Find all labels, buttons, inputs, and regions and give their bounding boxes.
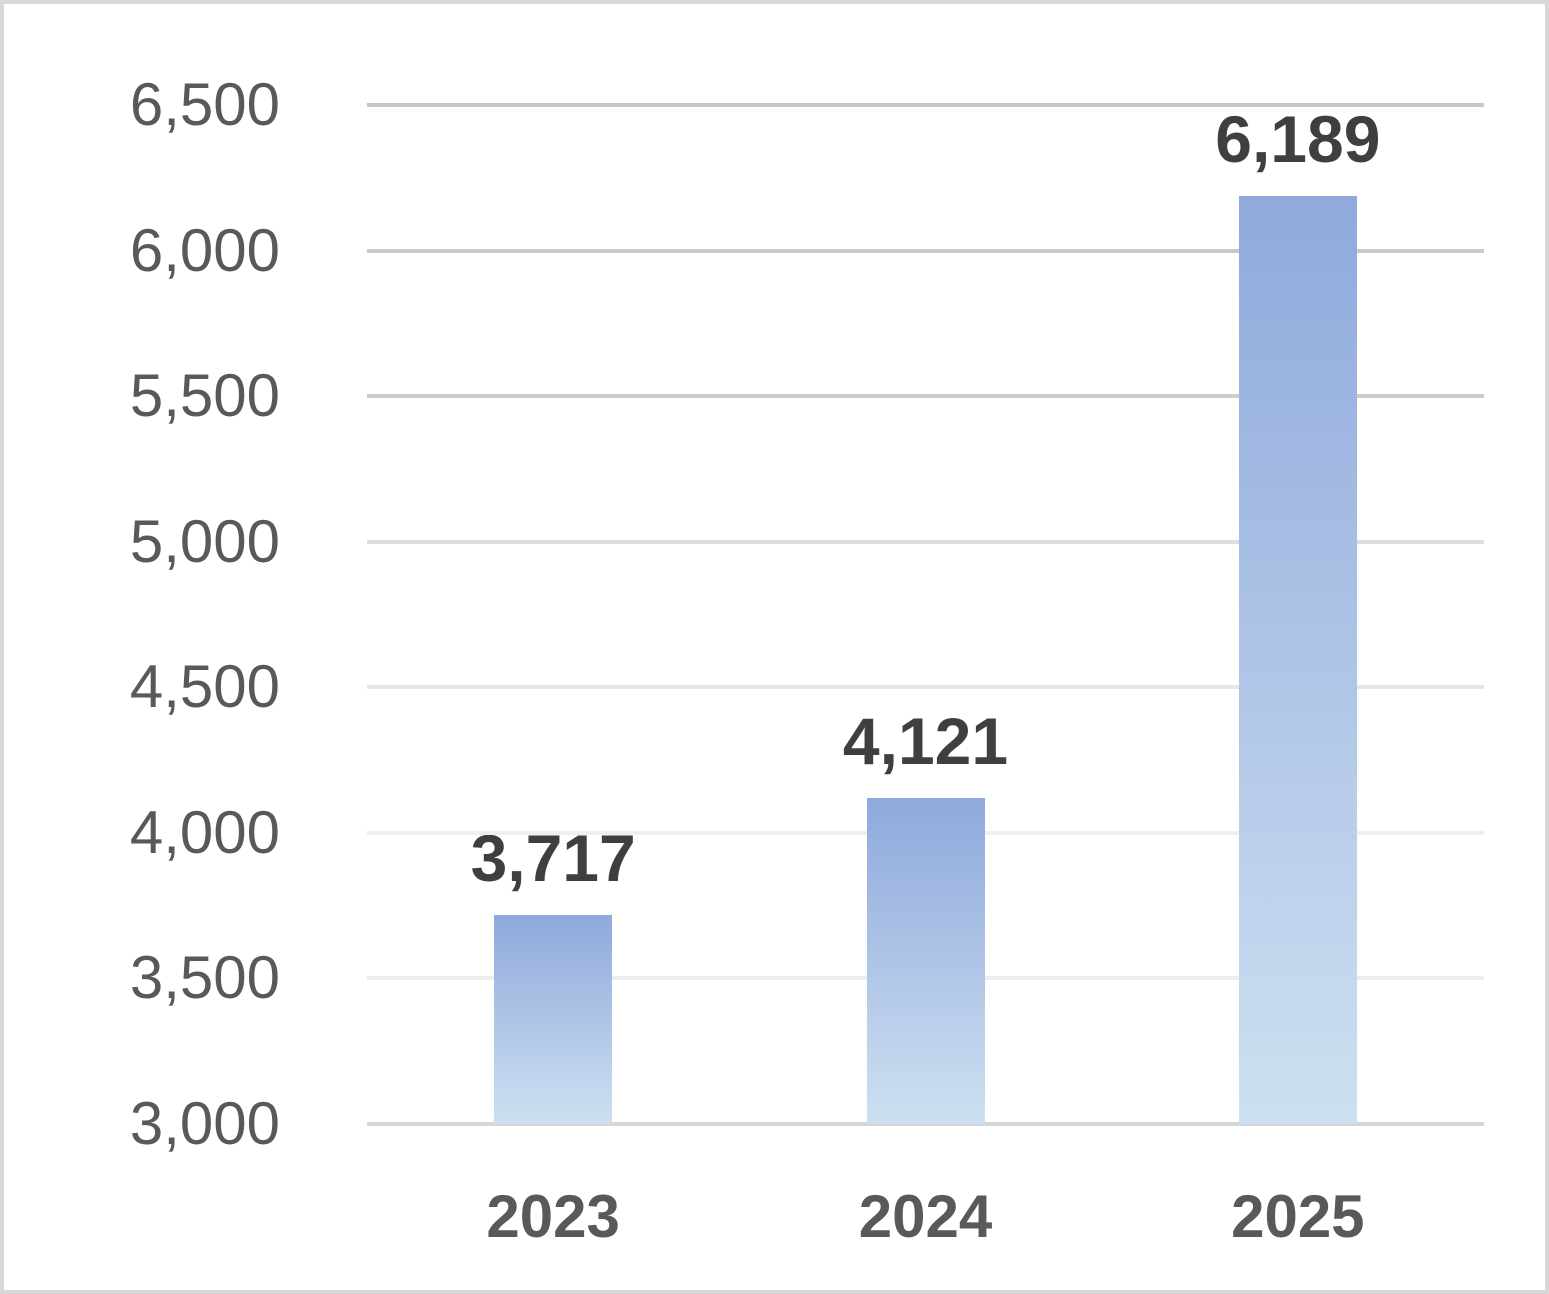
gridline [367,685,1484,690]
x-axis-category-label: 2025 [1231,1183,1365,1250]
y-axis-tick-label: 4,500 [129,653,280,721]
y-axis-tick-label: 4,000 [129,798,280,866]
gridline [367,539,1484,544]
y-axis-tick-label: 5,500 [129,362,280,430]
gridline [367,103,1484,107]
y-axis-tick-label: 5,000 [129,507,280,575]
bar-value-label: 6,189 [1215,101,1381,176]
y-axis-tick-label: 6,500 [129,71,280,138]
bar-value-label: 4,121 [842,703,1009,778]
bar-2024 [866,797,985,1124]
y-axis-tick-label: 6,000 [129,216,280,284]
y-axis-tick-label: 3,500 [129,944,280,1012]
bar-value-label: 3,717 [470,821,636,896]
gridline [367,248,1484,253]
y-axis-tick-label: 3,000 [129,1090,280,1157]
gridline [367,394,1484,399]
x-axis-category-label: 2023 [486,1183,620,1250]
x-axis-category-label: 2024 [858,1183,993,1250]
bar-2023 [494,915,613,1124]
gridline [367,1122,1484,1126]
plot-area: 6,500 6,000 5,500 5,000 4,500 4,000 3,500 3,000… [4,4,1545,1290]
bar-2025 [1238,195,1357,1124]
